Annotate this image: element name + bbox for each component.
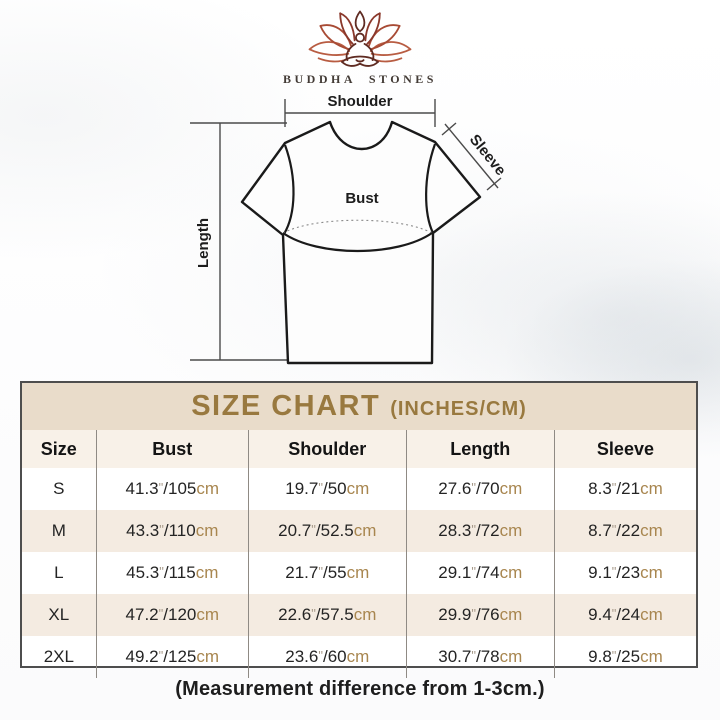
measurement-cell: 19.7"/50cm <box>248 468 407 510</box>
measurement-cell: 8.3"/21cm <box>588 479 663 498</box>
measurement-cell: 43.3"/110cm <box>96 510 249 552</box>
measurement-cell: 22.6"/57.5cm <box>248 594 407 636</box>
column-header-sleeve: Sleeve <box>554 430 696 468</box>
measurement-cell: 45.3"/115cm <box>96 552 249 594</box>
column-header-size: Size <box>22 430 97 468</box>
column-header-bust: Bust <box>96 430 249 468</box>
measurement-footnote: (Measurement difference from 1-3cm.) <box>175 678 545 700</box>
measurement-cell: 28.3"/72cm <box>406 510 555 552</box>
size-cell: 2XL <box>22 636 97 678</box>
size-chart-title: SIZE CHART (INCHES/CM) <box>22 383 696 430</box>
measurement-cell: 9.1"/23cm <box>588 563 663 582</box>
table-row-xl: XL 47.2"/120cm 22.6"/57.5cm 29.9"/76cm 9.4"/… <box>22 594 696 636</box>
measurement-cell: 27.6"/70cm <box>406 468 555 510</box>
measurement-cell: 47.2"/120cm <box>96 594 249 636</box>
size-cell: XL <box>22 594 97 636</box>
tshirt-measurement-diagram: Shoulder Bust Length Sleeve <box>190 93 509 365</box>
size-table-body: S 41.3"/105cm 19.7"/50cm 27.6"/70cm 8.3"/21c… <box>22 468 696 678</box>
size-cell: S <box>22 468 97 510</box>
measurement-cell: 21.7"/55cm <box>248 552 407 594</box>
table-row-s: S 41.3"/105cm 19.7"/50cm 27.6"/70cm 8.3"/21c… <box>22 468 696 510</box>
lotus-meditation-icon <box>308 10 412 67</box>
size-table: Size Bust Shoulder Length Sleeve S 41.3"/105c… <box>22 430 696 678</box>
column-header-shoulder: Shoulder <box>248 430 407 468</box>
size-chart-title-main: SIZE CHART <box>191 390 381 422</box>
tshirt-outline <box>240 120 482 365</box>
size-cell: M <box>22 510 97 552</box>
measurement-cell: 9.8"/25cm <box>588 647 663 666</box>
measurement-cell: 29.9"/76cm <box>406 594 555 636</box>
measurement-cell: 20.7"/52.5cm <box>248 510 407 552</box>
measurement-cell: 23.6"/60cm <box>248 636 407 678</box>
size-table-header-row: Size Bust Shoulder Length Sleeve <box>22 430 696 468</box>
size-chart-panel: SIZE CHART (INCHES/CM) Size Bust Shoulder L… <box>20 381 698 678</box>
table-row-l: L 45.3"/115cm 21.7"/55cm 29.1"/74cm 9.1"/23c… <box>22 552 696 594</box>
measurement-cell: 41.3"/105cm <box>96 468 249 510</box>
column-header-length: Length <box>406 430 555 468</box>
table-row-2xl: 2XL 49.2"/125cm 23.6"/60cm 30.7"/78cm 9.8"/2… <box>22 636 696 678</box>
shoulder-label: Shoulder <box>327 93 392 110</box>
size-chart-title-units: (INCHES/CM) <box>390 398 527 420</box>
measurement-cell: 49.2"/125cm <box>96 636 249 678</box>
measurement-cell: 30.7"/78cm <box>406 636 555 678</box>
brand-name: BUDDHA STONES <box>283 72 437 86</box>
table-row-m: M 43.3"/110cm 20.7"/52.5cm 28.3"/72cm 8.7"/2… <box>22 510 696 552</box>
sleeve-label: Sleeve <box>466 131 509 179</box>
measurement-cell: 8.7"/22cm <box>588 521 663 540</box>
measurement-cell: 29.1"/74cm <box>406 552 555 594</box>
size-cell: L <box>22 552 97 594</box>
bust-label: Bust <box>345 190 378 207</box>
length-label: Length <box>195 218 212 268</box>
measurement-cell: 9.4"/24cm <box>588 605 663 624</box>
brand-logo: BUDDHA STONES <box>0 6 720 87</box>
